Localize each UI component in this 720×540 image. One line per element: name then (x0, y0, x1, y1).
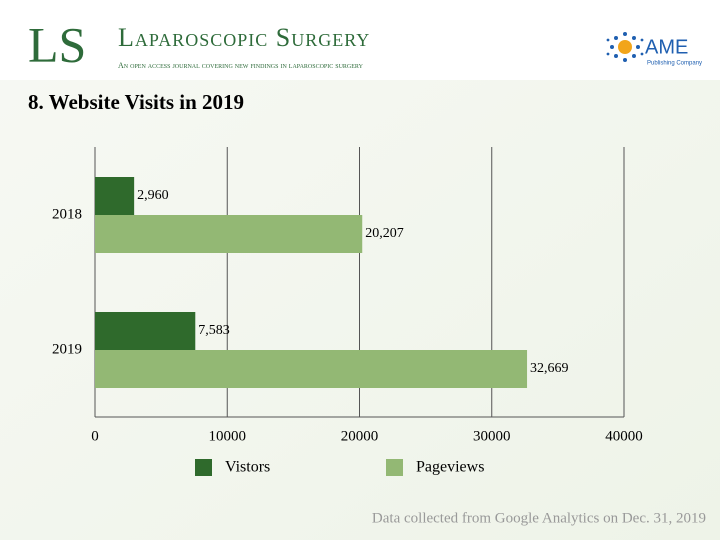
journal-name: Laparoscopic Surgery (118, 23, 370, 52)
y-tick-label: 2019 (52, 341, 82, 357)
publisher-logo-mark (606, 32, 644, 62)
legend-label: Vistors (225, 459, 270, 476)
x-tick-label: 0 (91, 428, 99, 444)
publisher-sub: Publishing Company (647, 61, 702, 67)
legend-swatch (195, 459, 212, 476)
journal-tagline: An open access journal covering new find… (118, 61, 364, 70)
value-label: 32,669 (530, 361, 569, 376)
footnote: Data collected from Google Analytics on … (372, 510, 706, 526)
value-label: 20,207 (365, 226, 404, 241)
x-tick-label: 10000 (209, 428, 247, 444)
publisher-name: AME (645, 36, 688, 58)
bar (95, 350, 528, 388)
y-tick-label: 2018 (52, 206, 82, 222)
x-tick-label: 20000 (341, 428, 379, 444)
legend-swatch (386, 459, 403, 476)
logo-initials: LS (28, 16, 86, 72)
bar (95, 177, 135, 215)
legend-label: Pageviews (416, 459, 484, 476)
chart-title: 8. Website Visits in 2019 (28, 90, 244, 114)
bar (95, 215, 363, 253)
x-tick-label: 30000 (473, 428, 511, 444)
value-label: 7,583 (198, 323, 230, 338)
header-band (0, 0, 720, 80)
value-label: 2,960 (137, 188, 169, 203)
bar (95, 312, 196, 350)
x-tick-label: 40000 (605, 428, 643, 444)
